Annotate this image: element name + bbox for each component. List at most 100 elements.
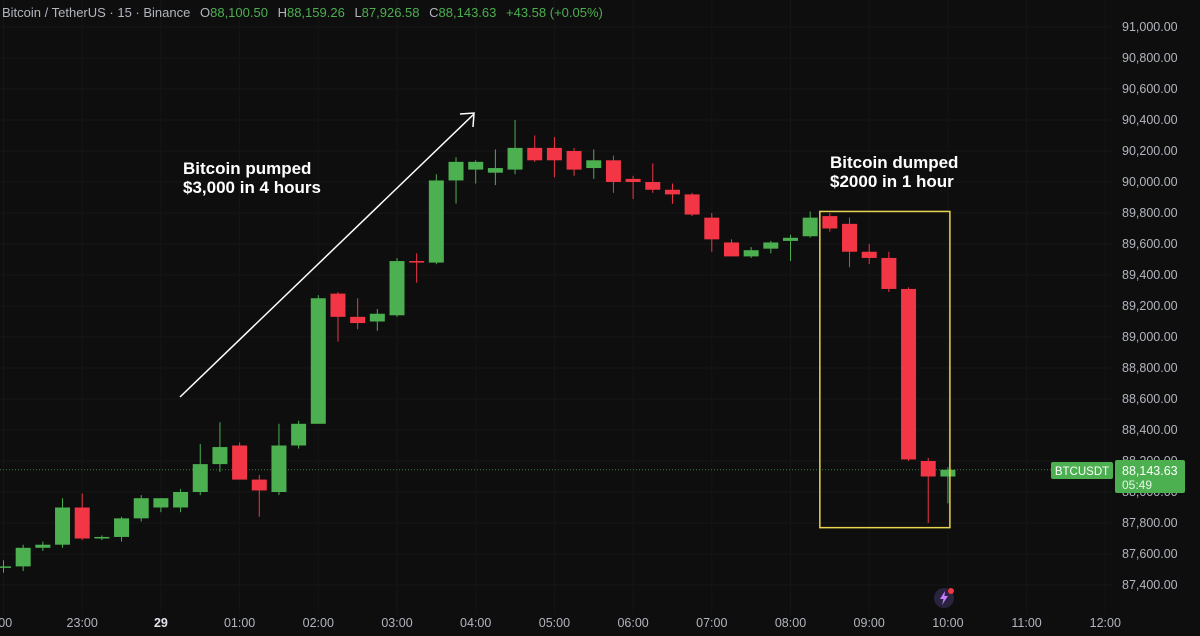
candle[interactable] [881,251,897,293]
candle[interactable] [350,298,366,330]
candle[interactable] [901,287,917,461]
candle[interactable] [133,495,149,522]
candle[interactable] [251,474,267,517]
candle[interactable] [310,295,326,424]
close-label: C [429,5,439,20]
candle[interactable] [586,149,602,179]
candle-body [291,423,307,446]
time-axis[interactable]: :00 23:00 29 01:00 02:00 03:00 04:00 05:00 06:00… [0,616,1121,630]
time-tick-label: 08:00 [775,616,806,630]
candle-body [507,147,523,170]
symbol-header[interactable]: Bitcoin / TetherUS · 15 · Binance O88,10… [2,5,609,20]
candle[interactable] [192,443,208,496]
candle[interactable] [723,239,739,257]
candle[interactable] [291,420,307,449]
time-tick-label: 29 [154,616,168,630]
candle[interactable] [704,213,720,252]
candle-body [763,242,779,249]
price-tick-label: 88,600.00 [1122,392,1178,406]
lightning-icon[interactable] [934,588,954,608]
price-tick-label: 87,400.00 [1122,578,1178,592]
candle[interactable] [0,560,11,573]
price-tick-label: 90,000.00 [1122,175,1178,189]
candle[interactable] [645,163,661,193]
price-tick-label: 89,800.00 [1122,206,1178,220]
candle[interactable] [428,174,444,265]
candle[interactable] [212,422,228,472]
candle-body [173,492,189,508]
candle[interactable] [625,175,641,200]
candle-body [448,161,464,181]
candle-body [861,251,877,258]
candle-body [743,250,759,257]
candle[interactable] [566,147,582,176]
candle[interactable] [822,213,838,232]
candle[interactable] [330,292,346,342]
candle-body [310,298,326,424]
candles[interactable] [0,120,956,573]
candle[interactable] [920,457,936,523]
price-tick-label: 90,600.00 [1122,82,1178,96]
candle[interactable] [409,253,425,283]
candle[interactable] [153,498,169,513]
candle[interactable] [783,234,798,262]
candle-body [684,194,700,215]
candle-body [271,445,287,492]
candle-body [664,189,680,195]
candle-body [74,507,90,539]
candle[interactable] [232,442,248,480]
candle[interactable] [684,192,700,217]
candle[interactable] [487,149,503,186]
candle[interactable] [114,516,130,542]
candle[interactable] [369,309,385,331]
candle[interactable] [842,217,858,268]
time-tick-label: 09:00 [854,616,885,630]
candle[interactable] [15,544,31,572]
candle-body [566,151,582,170]
candle-body [192,464,208,492]
candle[interactable] [861,244,877,265]
candle[interactable] [664,183,680,204]
candle-body [940,469,956,477]
candle[interactable] [74,493,90,541]
candle[interactable] [448,157,464,204]
price-tick-label: 89,600.00 [1122,237,1178,251]
candle[interactable] [546,137,562,178]
time-tick-label: 23:00 [67,616,98,630]
time-tick-label: 06:00 [617,616,648,630]
candle[interactable] [389,257,405,317]
change-value: +43.58 (+0.05%) [506,5,603,20]
dump-highlight-box [819,210,951,529]
candle-body [94,536,110,539]
candle[interactable] [605,155,621,193]
candle-body [605,160,621,182]
candle[interactable] [35,541,51,551]
candle-body [232,445,248,480]
candle[interactable] [271,423,287,496]
candle-body [350,316,366,324]
candle[interactable] [173,488,189,513]
candle[interactable] [468,160,484,184]
dump-annotation-line1: Bitcoin dumped [830,153,958,172]
candle[interactable] [527,135,543,162]
price-axis[interactable]: 87,400.0087,600.0087,800.0088,000.0088,2… [1122,20,1178,592]
candle[interactable] [94,535,110,541]
time-tick-label: 02:00 [303,616,334,630]
symbol-title: Bitcoin / TetherUS · 15 · Binance [2,5,191,20]
price-tag-value: 88,143.63 [1122,464,1178,478]
price-tag-countdown: 05:49 [1122,478,1152,492]
price-tick-label: 89,400.00 [1122,268,1178,282]
candle[interactable] [940,467,956,504]
gridlines [0,0,1112,615]
candle[interactable] [55,498,71,548]
candle[interactable] [507,120,523,175]
candle[interactable] [743,247,759,258]
symbol-tag: BTCUSDT [1051,462,1113,479]
candle[interactable] [763,240,779,254]
candle-body [133,498,149,519]
candle-body [704,217,720,240]
candle-body [546,147,562,161]
candle-body [822,216,838,229]
candle[interactable] [802,211,818,238]
